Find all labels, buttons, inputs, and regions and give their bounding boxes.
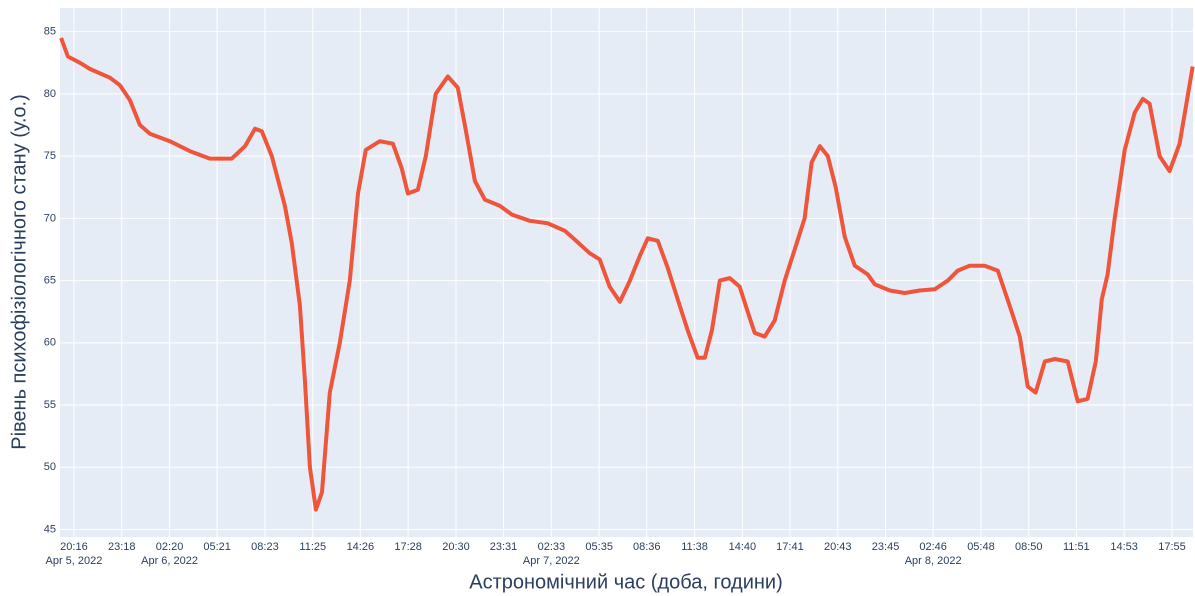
x-tick-label: 02:20	[156, 541, 184, 553]
x-tick-label: 23:31	[490, 541, 518, 553]
x-tick-label: 17:41	[776, 541, 804, 553]
y-tick-label: 55	[44, 399, 56, 411]
x-date-label: Apr 5, 2022	[45, 555, 102, 567]
plot-area	[60, 8, 1193, 537]
x-date-label: Apr 7, 2022	[523, 555, 580, 567]
x-tick-label: 08:36	[633, 541, 661, 553]
x-tick-label: 14:40	[729, 541, 757, 553]
x-date-label: Apr 6, 2022	[141, 555, 198, 567]
x-tick-label: 17:28	[394, 541, 422, 553]
x-tick-label: 05:21	[203, 541, 231, 553]
x-axis-title: Астрономічний час (доба, години)	[469, 571, 783, 593]
y-tick-label: 80	[44, 88, 56, 100]
x-tick-label: 20:30	[442, 541, 470, 553]
x-tick-label: 05:35	[585, 541, 613, 553]
x-tick-label: 02:46	[919, 541, 947, 553]
x-tick-label: 11:38	[681, 541, 708, 553]
y-tick-label: 75	[44, 150, 56, 162]
x-tick-label: 14:53	[1110, 541, 1138, 553]
x-tick-label: 14:26	[347, 541, 375, 553]
y-tick-label: 70	[44, 212, 56, 224]
x-tick-label: 08:50	[1015, 541, 1043, 553]
x-tick-label: 08:23	[251, 541, 279, 553]
y-tick-label: 85	[44, 26, 56, 38]
y-tick-label: 45	[44, 523, 56, 535]
data-line	[59, 37, 1195, 512]
x-tick-label: 23:45	[872, 541, 900, 553]
y-tick-label: 50	[44, 461, 56, 473]
y-axis-title: Рівень психофізіологічного стану (у.о.)	[8, 94, 30, 450]
x-tick-label: 20:43	[824, 541, 852, 553]
x-tick-label: 11:51	[1063, 541, 1090, 553]
x-tick-label: 02:33	[538, 541, 566, 553]
y-tick-label: 60	[44, 337, 56, 349]
y-tick-label: 65	[44, 274, 56, 286]
x-date-label: Apr 8, 2022	[905, 555, 962, 567]
x-tick-label: 11:25	[299, 541, 326, 553]
x-tick-label: 17:55	[1158, 541, 1186, 553]
x-tick-label: 20:16	[60, 541, 88, 553]
x-tick-label: 23:18	[108, 541, 136, 553]
x-tick-label: 05:48	[967, 541, 995, 553]
